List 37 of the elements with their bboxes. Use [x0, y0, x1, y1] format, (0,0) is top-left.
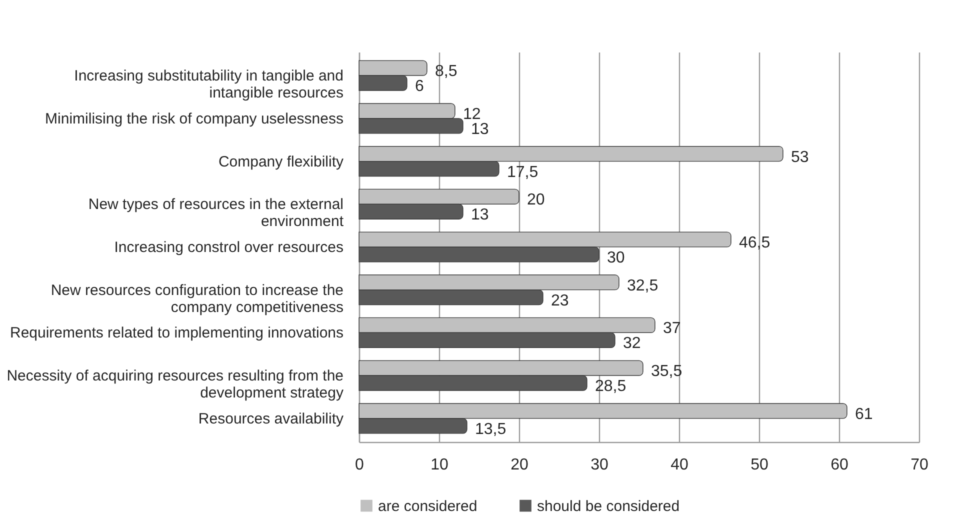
data-label: 17,5	[507, 164, 538, 181]
y-tick-label: Increasing constrol over resources	[114, 239, 344, 256]
x-tick-label: 20	[510, 456, 528, 474]
y-tick-label: New types of resources in the external environment	[88, 196, 344, 230]
data-label: 6	[415, 78, 424, 96]
data-label: 61	[855, 406, 873, 423]
y-tick-label: Minimilising the risk of company uselessness	[45, 110, 344, 128]
y-tick-label: Company flexibility	[218, 153, 344, 170]
data-label: 46,5	[739, 234, 770, 252]
x-tick-label: 40	[670, 456, 688, 474]
y-tick-label: Requirements related to implementing innovations	[10, 324, 344, 342]
y-tick-label: Necessity of acquiring resources resulting from the development strategy	[6, 368, 344, 402]
data-label: 53	[791, 148, 809, 166]
data-label: 28,5	[595, 378, 626, 396]
data-label: 12	[463, 106, 481, 123]
data-label: 8,5	[435, 63, 458, 80]
data-label: 13,5	[475, 420, 506, 438]
y-tick-label: Resources availability	[198, 410, 344, 428]
x-tick-label: 30	[590, 456, 608, 474]
data-label: 13	[471, 120, 489, 138]
data-label: 30	[607, 250, 625, 266]
data-label: 32,5	[627, 277, 658, 294]
legend-label: should be considered	[537, 498, 680, 515]
data-label: 35,5	[651, 363, 682, 380]
data-label: 23	[551, 292, 569, 310]
data-label: 32	[623, 335, 641, 352]
data-label: 37	[663, 320, 681, 338]
y-tick-label: New resources configuration to increase the company competitiveness	[50, 282, 344, 316]
x-tick-label: 60	[830, 456, 848, 474]
data-label: 13	[471, 206, 489, 224]
x-tick-label: 50	[750, 456, 768, 474]
data-label: 20	[527, 192, 545, 209]
x-tick-label: 0	[355, 456, 364, 474]
x-tick-label: 70	[910, 456, 928, 474]
legend-label: are considered	[378, 498, 478, 515]
y-tick-label: Increasing substitutability in tangible and intangible resources	[74, 68, 344, 102]
x-tick-label: 10	[430, 456, 448, 474]
